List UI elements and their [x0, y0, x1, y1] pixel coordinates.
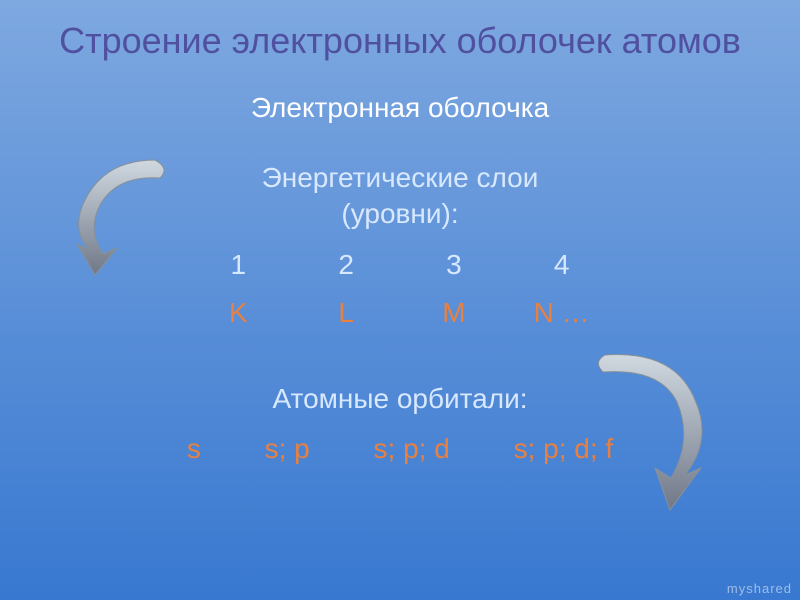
curved-arrow-right-icon [585, 340, 735, 525]
level-number: 2 [296, 249, 396, 281]
level-letter: K [188, 297, 288, 329]
level-letter: L [296, 297, 396, 329]
orbital-item: s; p [265, 433, 310, 465]
orbital-item: s; p; d [374, 433, 450, 465]
level-letter: M [404, 297, 504, 329]
level-number: 4 [512, 249, 612, 281]
subtitle: Электронная оболочка [0, 92, 800, 124]
watermark: myshared [727, 581, 792, 596]
level-number: 3 [404, 249, 504, 281]
level-letters-row: K L M N … [0, 297, 800, 329]
level-letter: N … [512, 297, 612, 329]
curved-arrow-left-icon [45, 150, 185, 285]
orbital-item: s [187, 433, 201, 465]
slide-title: Строение электронных оболочек атомов [0, 0, 800, 62]
level-number: 1 [188, 249, 288, 281]
